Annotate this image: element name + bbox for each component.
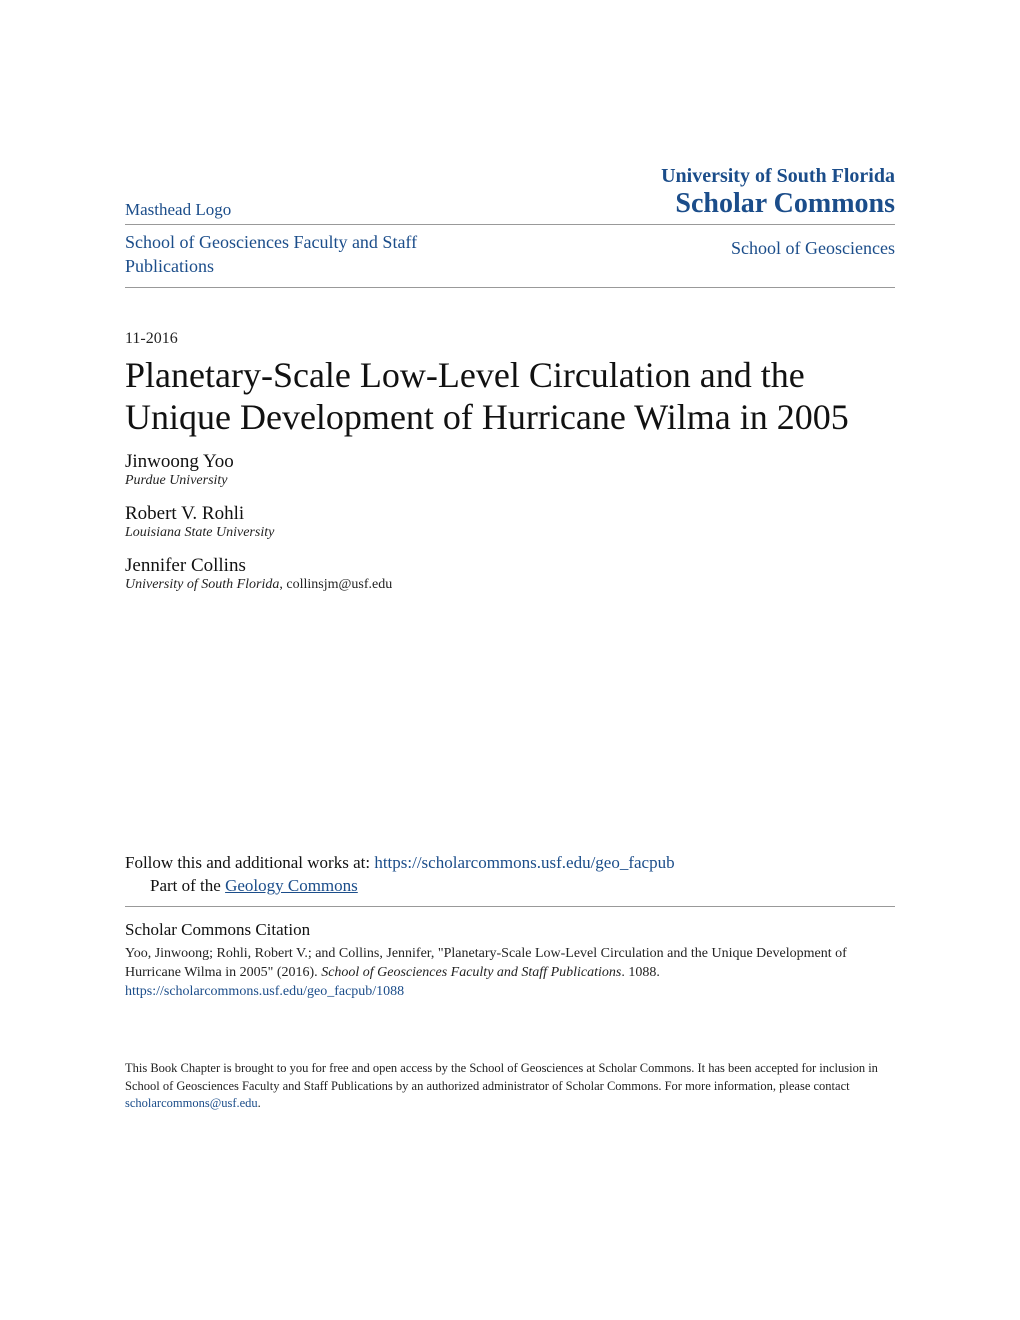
citation-permalink[interactable]: https://scholarcommons.usf.edu/geo_facpu… <box>125 984 404 999</box>
author-affiliation: Purdue University <box>125 473 895 489</box>
part-of-prefix: Part of the <box>150 876 225 895</box>
citation-section: Scholar Commons Citation Yoo, Jinwoong; … <box>125 919 895 1021</box>
author-affiliation: University of South Florida, collinsjm@u… <box>125 577 895 593</box>
breadcrumb-row: School of Geosciences Faculty and Staff … <box>125 225 895 288</box>
footer-period: . <box>258 1096 261 1110</box>
follow-section: Follow this and additional works at: htt… <box>125 853 895 907</box>
header-area: Masthead Logo University of South Florid… <box>125 165 895 225</box>
citation-text: Yoo, Jinwoong; Rohli, Robert V.; and Col… <box>125 945 895 983</box>
author-block-3: Jennifer Collins University of South Flo… <box>125 555 895 593</box>
author-email: , collinsjm@usf.edu <box>279 577 392 592</box>
breadcrumb-publications-link[interactable]: School of Geosciences Faculty and Staff … <box>125 230 475 279</box>
footer-text: This Book Chapter is brought to you for … <box>125 1061 878 1093</box>
author-name: Jinwoong Yoo <box>125 451 895 473</box>
author-affiliation: Louisiana State University <box>125 525 895 541</box>
affiliation-text: University of South Florida <box>125 577 279 592</box>
author-block-1: Jinwoong Yoo Purdue University <box>125 451 895 489</box>
footer-email-link[interactable]: scholarcommons@usf.edu <box>125 1096 258 1110</box>
university-name: University of South Florida <box>661 165 895 188</box>
paper-title: Planetary-Scale Low-Level Circulation an… <box>125 354 895 439</box>
header-right: University of South Florida Scholar Comm… <box>661 165 895 220</box>
part-of-line: Part of the Geology Commons <box>125 876 895 896</box>
citation-italic: School of Geosciences Faculty and Staff … <box>321 965 621 980</box>
follow-prefix: Follow this and additional works at: <box>125 853 374 872</box>
scholar-commons-link[interactable]: Scholar Commons <box>675 188 895 219</box>
breadcrumb-school-link[interactable]: School of Geosciences <box>731 230 895 259</box>
footer-note: This Book Chapter is brought to you for … <box>125 1060 895 1113</box>
affiliation-text: Louisiana State University <box>125 525 274 540</box>
author-name: Jennifer Collins <box>125 555 895 577</box>
author-name: Robert V. Rohli <box>125 503 895 525</box>
author-block-2: Robert V. Rohli Louisiana State Universi… <box>125 503 895 541</box>
masthead-logo-link[interactable]: Masthead Logo <box>125 200 231 220</box>
follow-line: Follow this and additional works at: htt… <box>125 853 895 873</box>
citation-part2: . 1088. <box>621 965 660 980</box>
affiliation-text: Purdue University <box>125 473 228 488</box>
follow-url-link[interactable]: https://scholarcommons.usf.edu/geo_facpu… <box>374 853 674 872</box>
publication-date: 11-2016 <box>125 330 895 348</box>
geology-commons-link[interactable]: Geology Commons <box>225 876 358 895</box>
citation-heading: Scholar Commons Citation <box>125 919 895 942</box>
